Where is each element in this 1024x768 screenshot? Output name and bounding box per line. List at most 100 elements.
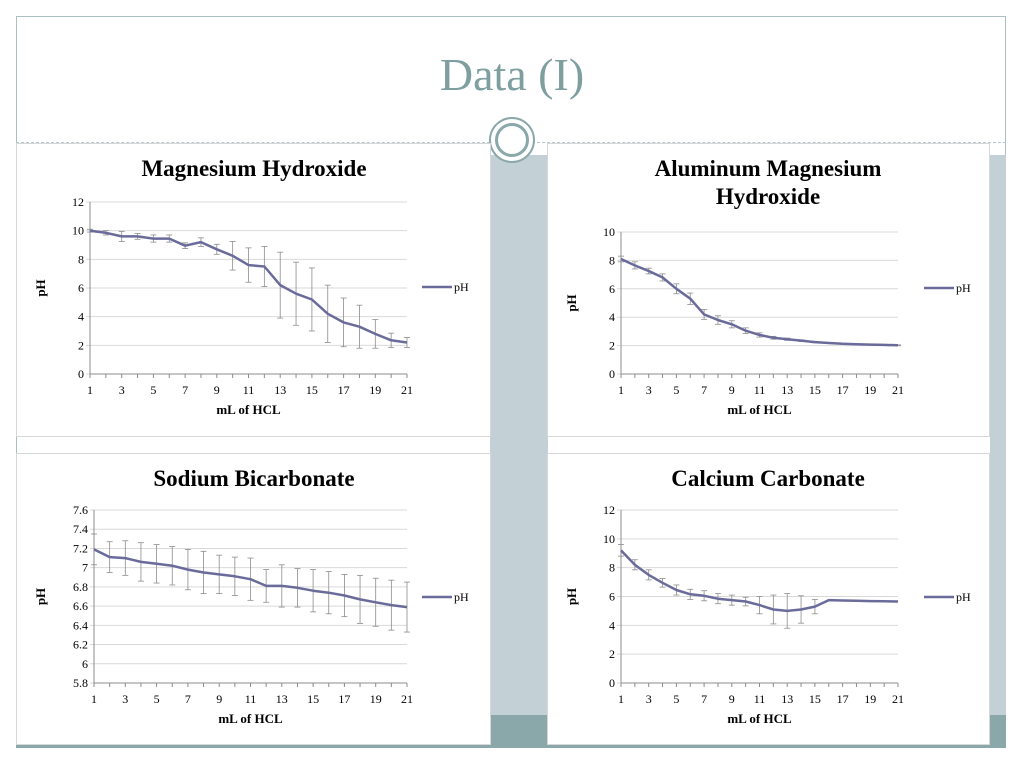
x-tick-label: 1 (618, 692, 624, 706)
y-tick-label: 10 (72, 224, 84, 238)
x-tick-label: 15 (809, 383, 821, 397)
series-line-ph (93, 548, 408, 609)
y-tick-label: 4 (609, 618, 615, 632)
x-axis-label: mL of HCL (216, 402, 281, 417)
y-tick-label: 12 (603, 503, 615, 517)
series-line-ph (89, 229, 408, 344)
y-tick-label: 6 (78, 281, 84, 295)
chart-panel-magnesium-hydroxide: Magnesium Hydroxide 0 2 4 6 8 10 12 1 3 5 7 9 11 13 15 1… (16, 143, 491, 437)
circle-ornament-icon (489, 117, 535, 163)
y-tick-label: 10 (603, 532, 615, 546)
x-tick-label: 3 (122, 692, 128, 706)
x-tick-label: 21 (401, 383, 413, 397)
chart-title: Sodium Bicarbonate (153, 466, 354, 491)
y-tick-label: 4 (609, 310, 615, 324)
legend-label: pH (956, 281, 971, 295)
y-tick-label: 7.6 (73, 503, 88, 517)
y-tick-label: 2 (609, 339, 615, 353)
chart-title: Hydroxide (716, 184, 820, 209)
x-tick-label: 7 (185, 692, 191, 706)
x-tick-label: 3 (646, 692, 652, 706)
legend-label: pH (454, 280, 469, 294)
chart-title: Calcium Carbonate (671, 466, 865, 491)
x-tick-label: 7 (701, 692, 707, 706)
y-tick-label: 7.2 (73, 541, 88, 555)
y-axis-label: pH (33, 588, 48, 605)
x-tick-label: 15 (809, 692, 821, 706)
x-tick-label: 19 (864, 383, 876, 397)
legend-label: pH (956, 590, 971, 604)
x-tick-label: 21 (892, 692, 904, 706)
y-tick-label: 6 (82, 657, 88, 671)
y-tick-label: 5.8 (73, 676, 88, 690)
x-tick-label: 19 (369, 383, 381, 397)
x-tick-label: 9 (729, 692, 735, 706)
legend-label: pH (454, 590, 469, 604)
x-tick-label: 13 (781, 692, 793, 706)
y-tick-label: 2 (78, 338, 84, 352)
x-tick-label: 1 (87, 383, 93, 397)
x-tick-label: 15 (307, 692, 319, 706)
y-tick-label: 6 (609, 282, 615, 296)
y-tick-label: 0 (609, 676, 615, 690)
x-tick-label: 17 (338, 692, 350, 706)
y-tick-label: 8 (609, 253, 615, 267)
x-tick-label: 13 (781, 383, 793, 397)
x-axis-label: mL of HCL (727, 711, 792, 726)
chart-sodium-bicarbonate: Sodium Bicarbonate 5.8 6 6.2 6.4 6.6 6.8 7 7.2 7.… (33, 466, 469, 726)
x-tick-label: 19 (864, 692, 876, 706)
x-tick-label: 3 (119, 383, 125, 397)
y-tick-label: 0 (78, 367, 84, 381)
y-tick-label: 6.6 (73, 599, 88, 613)
y-tick-label: 8 (78, 252, 84, 266)
y-tick-label: 8 (609, 561, 615, 575)
x-tick-label: 11 (754, 692, 766, 706)
x-tick-label: 17 (338, 383, 350, 397)
x-tick-label: 13 (276, 692, 288, 706)
x-tick-label: 17 (837, 692, 849, 706)
x-tick-label: 21 (892, 383, 904, 397)
x-tick-label: 13 (274, 383, 286, 397)
x-tick-label: 5 (673, 692, 679, 706)
y-tick-label: 10 (603, 225, 615, 239)
x-tick-label: 5 (673, 383, 679, 397)
y-tick-label: 6 (609, 590, 615, 604)
x-tick-label: 1 (618, 383, 624, 397)
x-tick-label: 9 (214, 383, 220, 397)
x-tick-label: 3 (646, 383, 652, 397)
chart-panel-sodium-bicarbonate: Sodium Bicarbonate 5.8 6 6.2 6.4 6.6 6.8 7 7.2 7.… (16, 453, 491, 745)
y-tick-label: 6.8 (73, 580, 88, 594)
y-axis-label: pH (564, 588, 579, 605)
chart-title: Magnesium Hydroxide (141, 156, 366, 181)
x-tick-label: 15 (306, 383, 318, 397)
chart-panel-calcium-carbonate: Calcium Carbonate 0 2 4 6 8 10 12 1 3 5 7 9 11 13 15 17 1… (547, 453, 990, 745)
x-axis-label: mL of HCL (218, 711, 283, 726)
x-tick-label: 9 (729, 383, 735, 397)
chart-title: Aluminum Magnesium (655, 156, 882, 181)
series-line-ph (620, 549, 899, 613)
x-tick-label: 17 (837, 383, 849, 397)
x-tick-label: 21 (401, 692, 413, 706)
x-tick-label: 1 (91, 692, 97, 706)
x-tick-label: 7 (701, 383, 707, 397)
y-tick-label: 7 (82, 561, 88, 575)
x-tick-label: 11 (245, 692, 257, 706)
y-tick-label: 7.4 (73, 522, 88, 536)
chart-panel-aluminum-magnesium-hydroxide: Aluminum Magnesium Hydroxide 0 2 4 6 8 10 1 3 5 7 9 1… (547, 143, 990, 437)
x-tick-label: 11 (754, 383, 766, 397)
series-line-ph (620, 257, 899, 347)
x-tick-label: 19 (370, 692, 382, 706)
y-tick-label: 2 (609, 647, 615, 661)
y-tick-label: 6.2 (73, 638, 88, 652)
x-tick-label: 9 (216, 692, 222, 706)
y-axis-label: pH (33, 279, 48, 296)
y-axis-label: pH (564, 294, 579, 311)
x-tick-label: 5 (150, 383, 156, 397)
right-strip (990, 155, 1006, 715)
bottom-line (16, 743, 1006, 748)
y-tick-label: 0 (609, 367, 615, 381)
y-tick-label: 12 (72, 195, 84, 209)
